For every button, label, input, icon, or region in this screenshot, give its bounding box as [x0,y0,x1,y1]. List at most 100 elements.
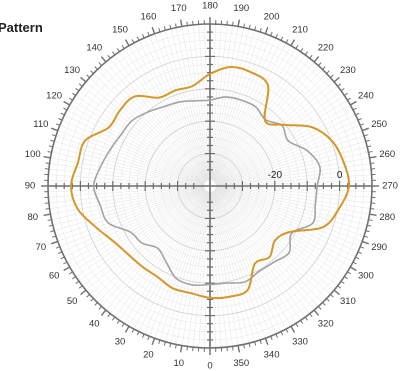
grid-spoke [215,187,365,237]
angle-tick [330,74,334,78]
grid-spoke [214,90,342,183]
angle-tick [337,285,342,289]
angle-tick [45,162,50,164]
grid-spoke [215,104,351,184]
grid-spoke [210,26,239,181]
angle-tick [368,219,373,222]
angle-tick [75,280,80,284]
angle-tick [179,345,183,353]
angle-label: 60 [49,271,60,282]
grid-spoke [52,146,205,185]
grid-spoke [214,188,348,273]
angle-tick [169,24,172,29]
angle-ticks [41,17,379,355]
grid-spoke [215,130,363,185]
grid-spoke [85,81,206,183]
angle-labels: 0 10 20 30 40 50 60 70 80 90 100 110 120 130 140 150 160… [25,1,398,371]
angle-tick [349,266,357,272]
angle-label: 190 [233,3,249,14]
grid-spoke [213,51,301,182]
grid-spoke [138,40,208,181]
grid-spoke [211,27,244,181]
grid-spoke [133,191,208,330]
angle-tick [50,230,55,233]
angle-tick [368,150,373,153]
grid-spoke [215,146,368,185]
angle-label: 140 [86,43,102,54]
angle-tick [186,346,188,351]
angle-tick [275,333,278,338]
grid-spoke [211,30,255,181]
angle-tick [369,213,377,217]
grid-spoke [114,54,207,182]
grid-spoke [215,187,369,220]
grid-spoke [211,33,266,181]
grid-spoke [213,190,301,321]
angle-tick [300,48,304,52]
angle-label: 300 [358,271,374,282]
angle-tick [86,74,90,78]
grid-spoke [51,152,205,185]
angle-tick [330,294,334,298]
angle-tick [363,235,369,238]
angle-tick [340,88,345,92]
angle-label: 200 [264,11,280,22]
grid-spoke [214,73,327,183]
angle-tick [112,316,116,321]
grid-spoke [72,99,206,184]
grid-spoke [159,31,209,181]
angle-label: 90 [25,181,36,192]
angle-label: 0 [207,361,212,371]
angle-tick [163,341,166,346]
angle-label: 320 [318,318,334,329]
grid-spoke [78,90,206,183]
grid-spoke [215,152,369,185]
angle-tick [72,276,76,280]
grid-spoke [114,190,207,318]
grid-spoke [69,188,205,268]
angle-tick [313,309,320,316]
grid-spoke [93,73,206,183]
grid-spoke [154,191,209,339]
angle-tick [322,302,326,306]
angle-label: 340 [264,350,280,361]
grid-spoke [212,191,271,337]
grid-spoke [214,189,327,299]
grid-spoke [212,37,277,181]
grid-spoke [165,191,209,342]
grid-spoke [215,114,356,184]
angle-tick [248,343,251,348]
series-1-line [70,65,351,300]
angle-tick [237,345,241,353]
grid-spoke [55,187,205,237]
grid-spoke [133,42,208,181]
angle-tick [232,346,234,351]
angle-tick [68,97,73,101]
grid-spoke [187,191,210,347]
angle-tick [55,123,60,126]
grid-spoke [149,35,208,181]
angle-tick [78,83,83,87]
angle-tick [94,302,98,306]
grid-spoke [181,191,210,346]
grid-spoke [214,189,345,277]
angle-tick [90,70,94,74]
angle-tick [275,34,278,39]
angle-tick [333,289,340,296]
angle-label: 110 [33,119,48,130]
angle-tick [124,325,130,333]
grid-spoke [143,37,208,181]
angle-tick [295,323,299,328]
angle-tick [147,31,150,36]
grid-spoke [61,188,205,253]
angle-tick [280,331,284,336]
angle-tick [248,24,251,29]
angle-tick [86,294,90,298]
angle-tick [322,66,326,70]
grid-spoke [214,81,335,183]
angle-tick [68,271,73,275]
angle-tick [365,230,370,233]
angle-tick [136,331,140,336]
grid-spoke [61,119,205,184]
grid-spoke [213,190,315,311]
